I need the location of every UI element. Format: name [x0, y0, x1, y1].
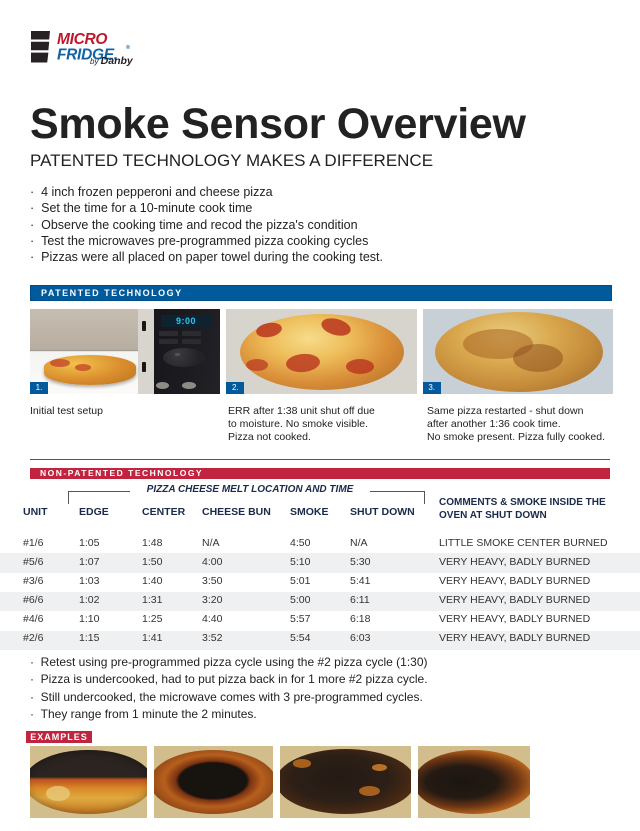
svg-text:MICRO: MICRO: [57, 31, 107, 48]
svg-text:®: ®: [126, 44, 130, 51]
